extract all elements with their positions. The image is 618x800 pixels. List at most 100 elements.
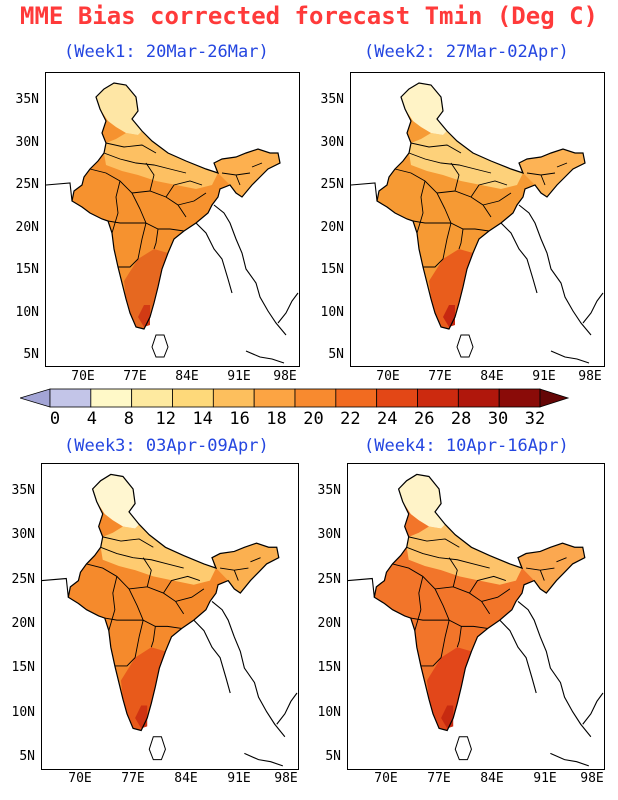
lon-label: 84E — [175, 369, 199, 384]
colorbar-bin — [90, 388, 133, 408]
colorbar-bin — [417, 388, 459, 408]
southern-tip-fill — [443, 305, 455, 327]
lat-label: 5N — [23, 347, 39, 362]
sri-lanka-outline — [148, 736, 166, 761]
peninsula-fill — [426, 647, 472, 731]
india-landmass-fill — [68, 474, 279, 731]
lat-label: 25N — [320, 177, 344, 192]
lat-label: 30N — [320, 135, 344, 150]
figure-title: MME Bias corrected forecast Tmin (Deg C) — [20, 2, 598, 30]
lon-label: 84E — [174, 771, 198, 786]
lon-label: 77E — [121, 771, 145, 786]
colorbar-tick-label: 0 — [49, 409, 61, 429]
sri-lanka-outline — [151, 334, 169, 358]
southern-tip-fill — [441, 705, 454, 729]
northern-plains-fill — [409, 131, 523, 189]
lat-label: 15N — [11, 660, 35, 675]
state-boundaries — [89, 142, 263, 268]
colorbar-bin — [294, 388, 337, 408]
lat-label: 10N — [317, 705, 341, 720]
lon-label: 91E — [533, 771, 557, 786]
northern-plains-fill — [100, 524, 217, 585]
india-map — [42, 473, 298, 767]
himalaya-fill — [398, 474, 446, 529]
lat-label: 15N — [320, 262, 344, 277]
peninsula-fill — [120, 647, 166, 731]
colorbar-bin — [457, 388, 500, 408]
colorbar-overflow — [539, 388, 570, 408]
map-frame — [347, 463, 605, 770]
lon-label: 98E — [273, 369, 297, 384]
lat-label: 35N — [11, 483, 35, 498]
colorbar-tick-label: 8 — [123, 409, 134, 429]
lon-label: 98E — [580, 771, 604, 786]
map-frame — [350, 72, 605, 367]
lat-label: 20N — [320, 220, 344, 235]
india-outline — [71, 82, 281, 330]
coastline — [348, 577, 604, 767]
lat-label: 20N — [317, 616, 341, 631]
lat-label: 30N — [15, 135, 39, 150]
india-landmass-fill — [377, 83, 585, 329]
lon-label: 98E — [578, 369, 602, 384]
colorbar-bin — [253, 388, 296, 408]
coastline — [42, 577, 298, 767]
southern-tip-fill — [135, 705, 148, 729]
lat-label: 15N — [317, 660, 341, 675]
lon-label: 77E — [427, 771, 451, 786]
colorbar-bin — [498, 388, 541, 408]
map-frame — [45, 72, 300, 367]
coastline — [46, 182, 299, 364]
lat-label: 5N — [328, 347, 344, 362]
lat-label: 35N — [15, 92, 39, 107]
state-boundaries — [86, 536, 261, 667]
lon-label: 70E — [376, 369, 400, 384]
lat-label: 35N — [317, 483, 341, 498]
colorbar-bin — [212, 388, 255, 408]
lat-label: 20N — [15, 220, 39, 235]
lon-label: 70E — [374, 771, 398, 786]
colorbar-bin — [49, 388, 92, 408]
lat-label: 25N — [11, 572, 35, 587]
northern-plains-fill — [406, 524, 523, 585]
colorbar-bin — [172, 388, 214, 408]
lon-label: 70E — [71, 369, 95, 384]
colorbar-tick-label: 20 — [303, 409, 324, 429]
lat-label: 20N — [11, 616, 35, 631]
colorbar-tick-label: 32 — [524, 409, 546, 429]
colorbar-tick-label: 24 — [377, 409, 398, 429]
peninsula-fill — [124, 249, 168, 329]
lat-label: 10N — [11, 705, 35, 720]
lat-label: 5N — [325, 749, 341, 764]
himalaya-fill — [96, 83, 142, 135]
lat-label: 25N — [317, 572, 341, 587]
lat-label: 15N — [15, 262, 39, 277]
colorbar-tick-label: 14 — [192, 409, 213, 429]
colorbar-tick-label: 18 — [266, 409, 287, 429]
lon-label: 91E — [227, 771, 251, 786]
himalaya-fill — [401, 83, 447, 135]
colorbar-tick-label: 22 — [340, 409, 361, 429]
colorbar — [20, 388, 570, 408]
sri-lanka-outline — [454, 736, 472, 761]
india-landmass-fill — [374, 474, 585, 731]
panel-title-week4: (Week4: 10Apr-16Apr) — [364, 436, 569, 456]
india-outline — [376, 82, 586, 330]
lon-label: 70E — [68, 771, 92, 786]
map-frame — [41, 463, 299, 770]
colorbar-bin — [335, 388, 378, 408]
colorbar-bin — [131, 388, 173, 408]
india-map — [46, 82, 299, 364]
lat-label: 30N — [317, 527, 341, 542]
lon-label: 91E — [227, 369, 251, 384]
lat-label: 35N — [320, 92, 344, 107]
state-boundaries — [392, 536, 567, 667]
colorbar-tick-label: 16 — [229, 409, 250, 429]
lon-label: 77E — [123, 369, 147, 384]
colorbar-underflow — [20, 388, 51, 408]
lon-label: 84E — [480, 369, 504, 384]
india-outline — [67, 473, 280, 732]
lon-label: 98E — [274, 771, 298, 786]
colorbar-bin — [376, 388, 418, 408]
india-map — [351, 82, 604, 364]
